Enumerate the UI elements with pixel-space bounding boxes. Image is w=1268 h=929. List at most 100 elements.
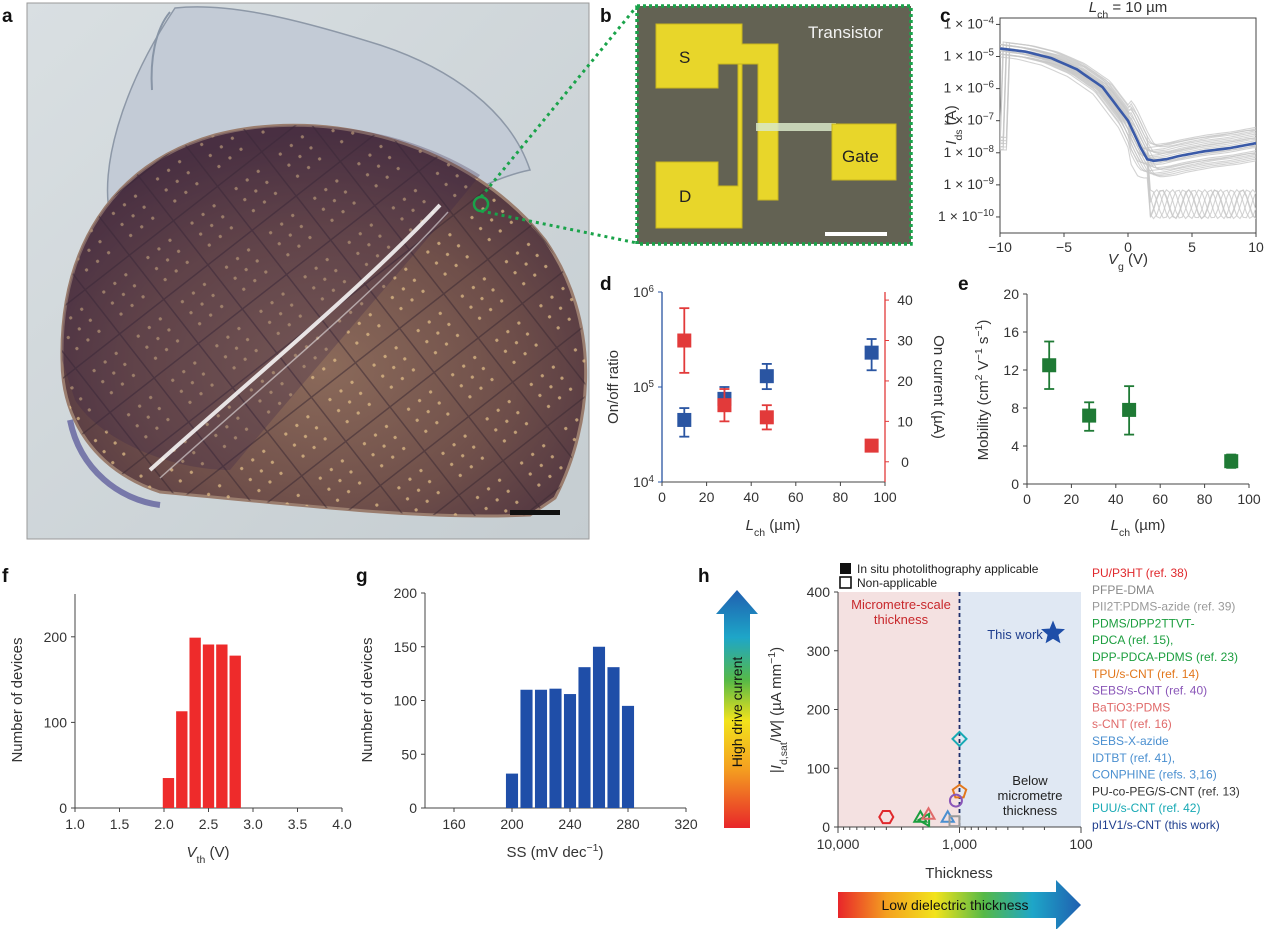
source-label: S (679, 48, 690, 67)
chart-c-y-tick-label: 1 × 10−4 (944, 15, 995, 32)
chart-e-x-label: Lch (µm) (1111, 517, 1166, 539)
chart-h-this-work-label: This work (987, 627, 1043, 642)
chart-c-title: Lch = 10 µm (1089, 0, 1168, 21)
chart-c-y-tick-label: 1 × 10−7 (944, 111, 995, 128)
chart-d-right-tick-label: 40 (897, 292, 913, 308)
chart-e-x-tick-label: 80 (1197, 491, 1213, 507)
panel-label-h: h (698, 566, 710, 587)
chart-g-y-tick-label: 100 (394, 693, 418, 709)
chart-e-y-tick-label: 16 (1003, 324, 1019, 340)
chart-h-legend-open-label: Non-applicable (857, 576, 937, 590)
chart-h-reference-entry: CONPHINE (refs. 3,16) (1092, 768, 1217, 782)
chart-e-y-label: Mobility (cm2 V−1 s−1) (973, 320, 992, 461)
chart-c-individual-curve (1000, 41, 1256, 145)
chart-f-bar (216, 644, 228, 808)
chart-g-bar (563, 694, 577, 808)
chart-g-ss-histogram: 160 200 240 280 320 0 50 100 150 200 Number of dev… (359, 585, 698, 861)
chart-g-y-tick-label: 0 (409, 800, 417, 816)
chart-e-mobility-point (1122, 402, 1137, 417)
chart-e-x-tick-label: 60 (1152, 491, 1168, 507)
transistor-micrograph: S D Gate Transistor (635, 4, 913, 246)
chart-h-y-tick-label: 200 (807, 702, 831, 718)
drain-label: D (679, 187, 691, 206)
chart-c-x-tick-label: −5 (1056, 239, 1072, 255)
chart-e-y-tick-label: 0 (1011, 476, 1019, 492)
chart-c-x-tick-label: 10 (1248, 239, 1264, 255)
chart-d-onoff-oncurrent: 0 20 40 60 80 100 104 105 106 0 10 20 30 40 On/off rat… (605, 284, 947, 540)
chart-e-mobility-point (1042, 358, 1057, 373)
chart-h-reference-entry: PDMS/DPP2TTVT- (1092, 616, 1195, 630)
chart-h-y-tick-label: 100 (807, 760, 831, 776)
chart-g-y-tick-label: 50 (401, 746, 417, 762)
chart-c-x-tick-label: −10 (988, 239, 1012, 255)
chart-f-y-tick-label: 200 (44, 629, 68, 645)
chart-h-x-tick-label: 10,000 (817, 836, 860, 852)
chart-d-right-label: On current (µA) (930, 335, 947, 439)
chart-e-mobility: 0 20 40 60 80 100 0 4 8 12 16 20 Mobility (cm2 V−1 s… (973, 286, 1261, 539)
chart-f-bar (162, 778, 175, 808)
chart-h-point-puu-s-cnt (951, 730, 968, 748)
chart-g-bar (549, 688, 562, 808)
chart-f-y-tick-label: 0 (59, 800, 67, 816)
chart-h-submicrometre-annotation: Below micrometre thickness (997, 773, 1062, 818)
chart-e-mobility-point (1082, 408, 1097, 423)
chart-h-reference-entry: PDCA (ref. 15), (1092, 633, 1173, 647)
chart-d-x-tick-label: 60 (788, 489, 804, 505)
chart-h-reference-entry: PII2T:PDMS-azide (ref. 39) (1092, 600, 1235, 614)
chart-h-micrometre-annotation: Micrometre-scale thickness (851, 597, 951, 627)
chart-c-x-label: Vg (V) (1108, 251, 1148, 273)
chart-e-x-tick-label: 40 (1108, 491, 1124, 507)
chart-h-y-tick-label: 300 (807, 643, 831, 659)
chart-f-x-tick-label: 3.5 (288, 816, 308, 832)
chart-c-y-tick-label: 1 × 10−5 (944, 47, 995, 64)
panel-label-c: c (940, 6, 951, 27)
panel-label-f: f (2, 566, 9, 587)
chart-h-reference-entry: SEBS-X-azide (1092, 734, 1169, 748)
chart-h-point-tpu-s-cnt (951, 783, 968, 799)
chart-h-point-pii2t-pdms-azide (948, 815, 961, 828)
chart-d-left-tick-label: 105 (633, 379, 655, 396)
chart-e-mobility-point (1224, 454, 1239, 469)
wafer-photo (26, 2, 590, 540)
chart-g-y-label: Number of devices (359, 637, 376, 762)
chart-e-x-tick-label: 20 (1064, 491, 1080, 507)
chart-d-right-tick-label: 30 (897, 333, 913, 349)
chart-g-bar (534, 689, 548, 808)
chart-h-micrometre-region (838, 592, 960, 827)
chart-h-reference-entry: s-CNT (ref. 16) (1092, 717, 1172, 731)
chart-g-x-label: SS (mV dec−1) (506, 842, 603, 861)
chart-g-x-tick-label: 200 (500, 816, 524, 832)
chart-c-individual-curve (1000, 46, 1256, 157)
chart-h-reference-entry: SEBS/s-CNT (ref. 40) (1092, 684, 1207, 698)
panel-label-e: e (958, 274, 969, 295)
chart-d-left-tick-label: 106 (633, 284, 655, 301)
chart-h-legend-filled-label: In situ photolithography applicable (857, 562, 1039, 576)
chart-h-drive-current-label: High drive current (729, 657, 745, 768)
chart-g-y-tick-label: 200 (394, 585, 418, 601)
chart-g-y-tick-label: 150 (394, 639, 418, 655)
chart-h-x-tick-label: 100 (1069, 836, 1093, 852)
chart-h-point-pi1v1-s-cnt-this-work (1041, 620, 1065, 644)
chart-h-y-tick-label: 0 (822, 819, 830, 835)
chart-g-x-tick-label: 320 (674, 816, 698, 832)
chart-d-x-tick-label: 20 (699, 489, 715, 505)
zoom-connector-bottom (480, 209, 638, 245)
chart-h-point-batio3-pdms-s-cnt (920, 806, 937, 820)
chart-f-bar (229, 655, 241, 808)
chart-h-reference-entry: IDTBT (ref. 41), (1092, 751, 1175, 765)
chart-h-x-label: Thickness (925, 865, 993, 882)
chart-d-right-tick-label: 10 (897, 413, 913, 429)
panel-label-d: d (600, 274, 612, 295)
panel-label-g: g (356, 566, 368, 587)
chart-d-x-tick-label: 0 (658, 489, 666, 505)
chart-e-y-tick-label: 20 (1003, 286, 1019, 302)
chart-h-reference-entry: pI1V1/s-CNT (this work) (1092, 818, 1220, 832)
gate-label: Gate (842, 147, 879, 166)
chart-h-reference-entry: PUU/s-CNT (ref. 42) (1092, 801, 1200, 815)
chart-d-x-tick-label: 80 (833, 489, 849, 505)
chart-h-dielectric-label: Low dielectric thickness (881, 897, 1028, 913)
chart-h-dielectric-arrow (838, 880, 1081, 929)
chart-f-x-tick-label: 2.5 (199, 816, 219, 832)
chart-h-y-tick-label: 400 (807, 584, 831, 600)
